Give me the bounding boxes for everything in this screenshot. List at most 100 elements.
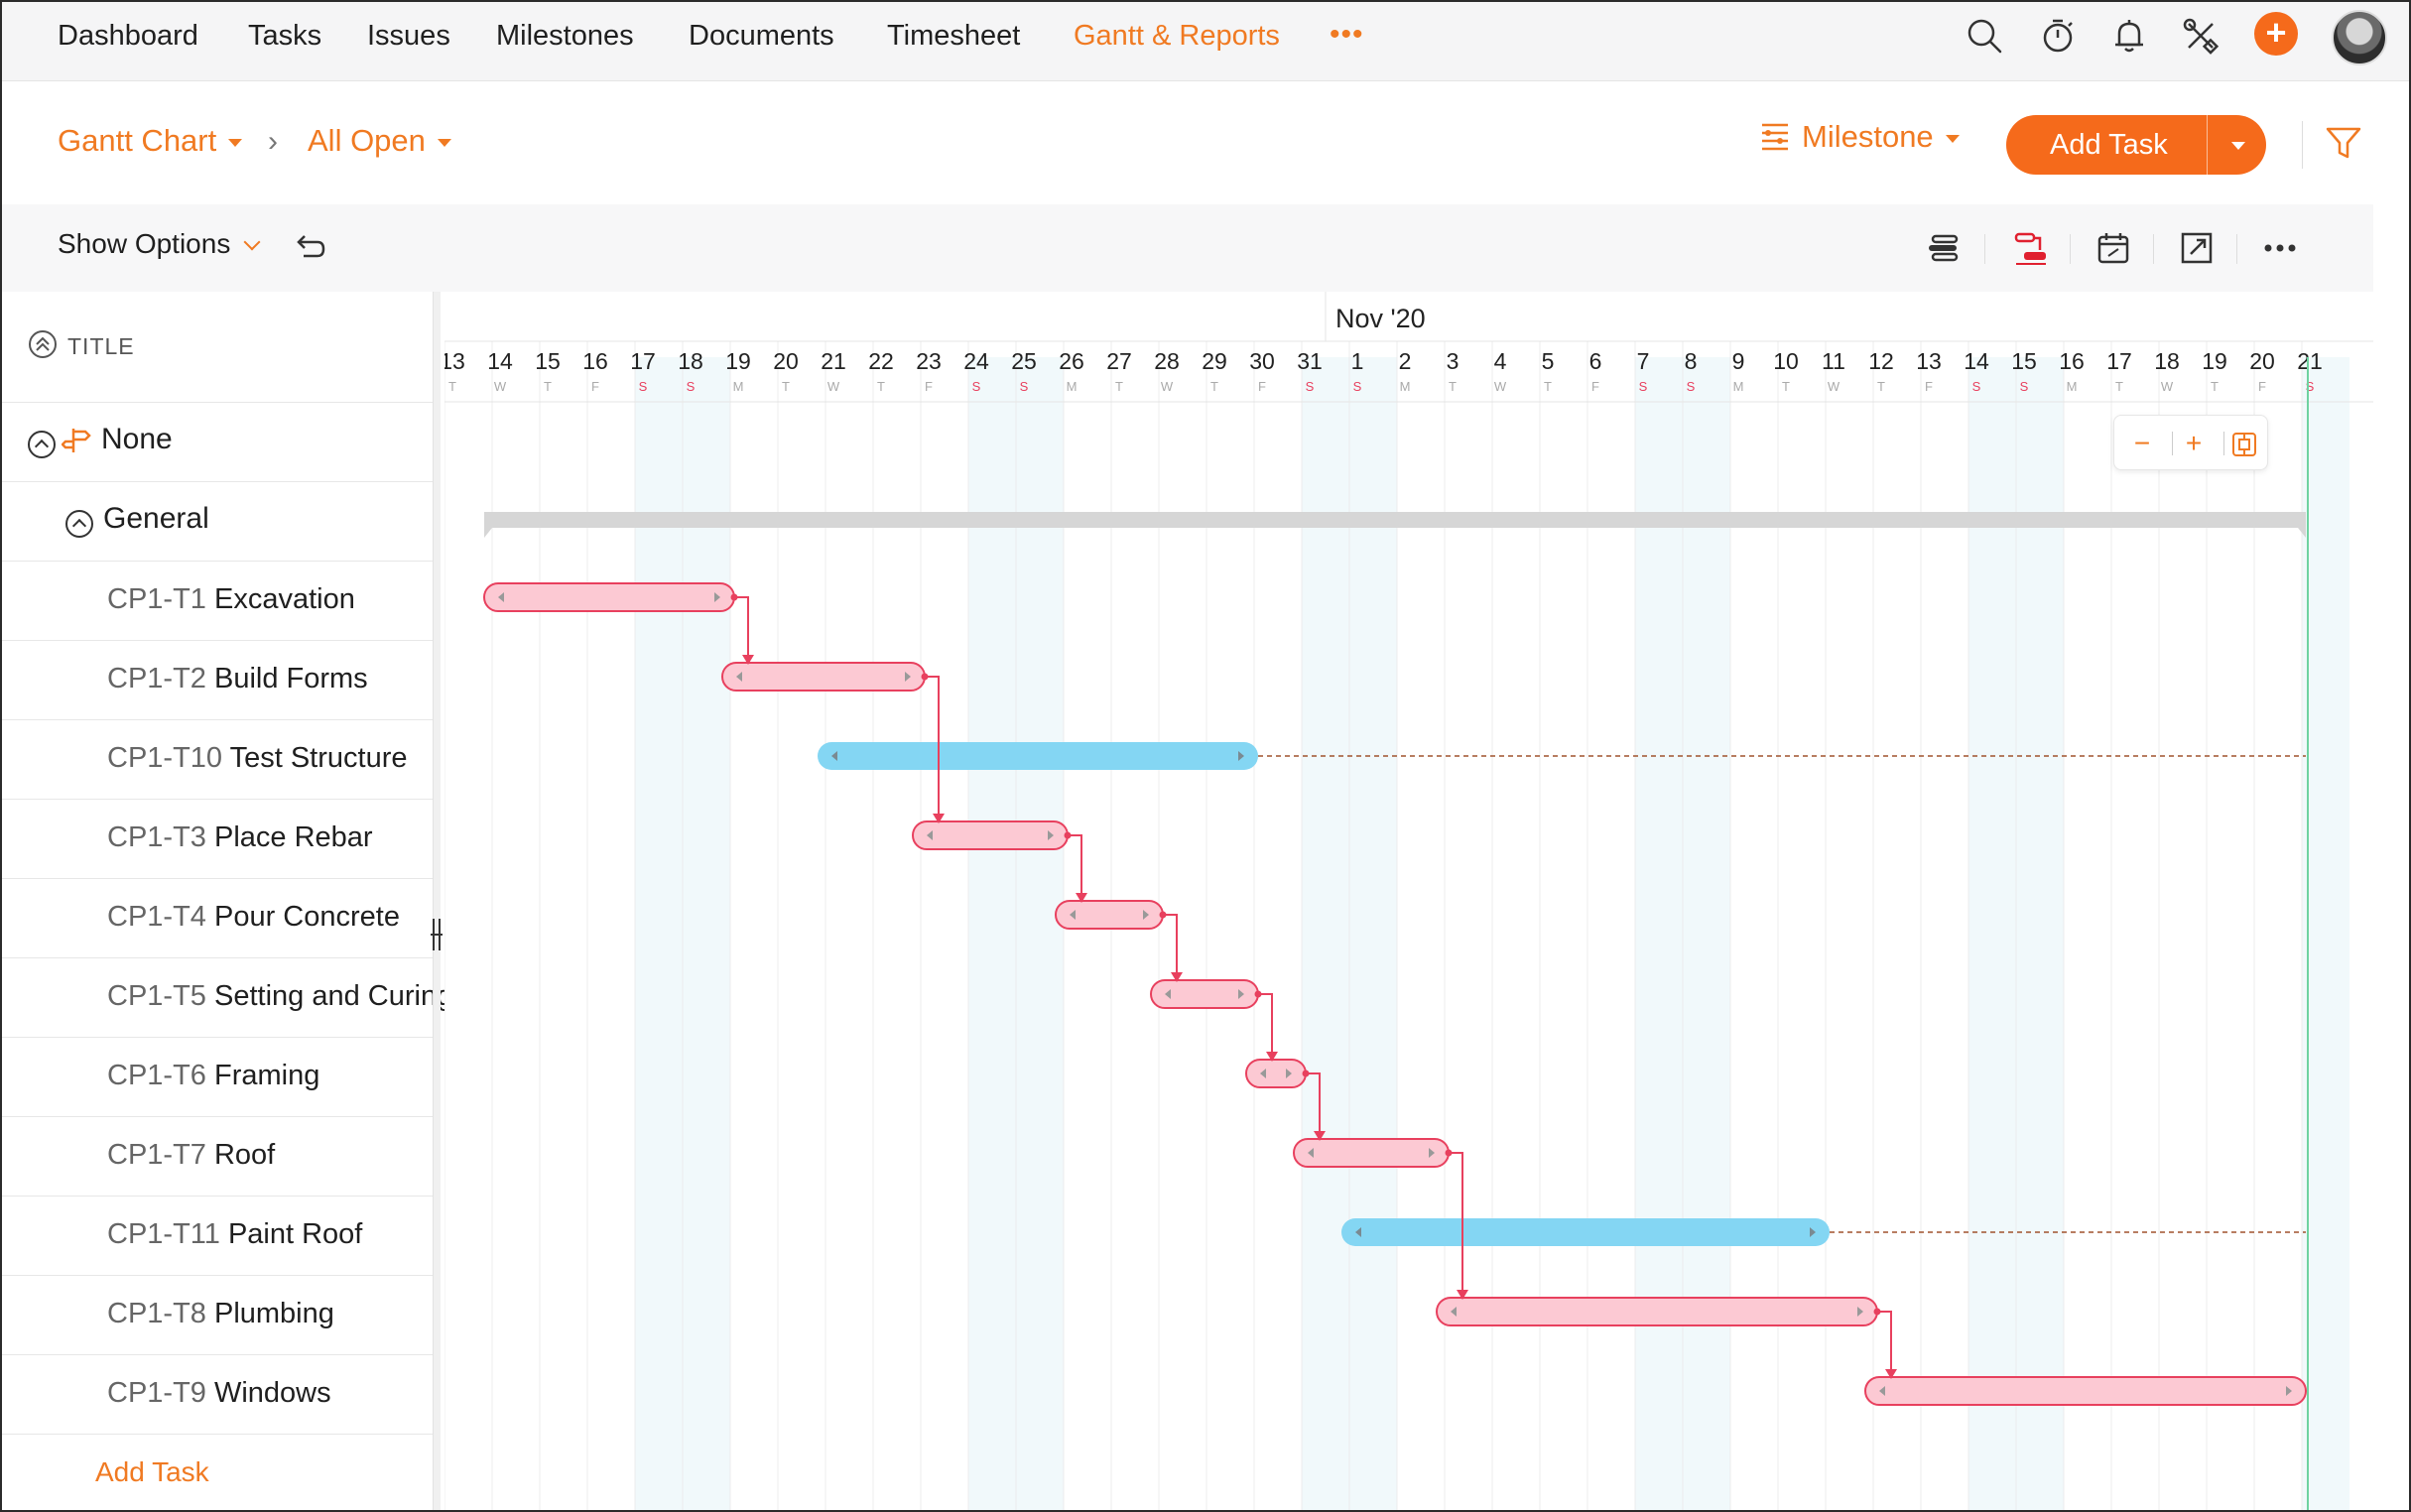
summary-bar [484, 512, 2306, 538]
resize-left-handle [831, 751, 837, 761]
day-number-label: 15 [535, 348, 561, 374]
nav-milestones[interactable]: Milestones [496, 20, 634, 52]
task-title[interactable]: CP1-T4 Pour Concrete [107, 901, 400, 934]
nav-documents[interactable]: Documents [689, 20, 834, 52]
month-label: Nov '20 [1335, 304, 1426, 333]
day-number-label: 14 [487, 348, 513, 374]
add-task-button[interactable]: Add Task [2006, 115, 2266, 175]
day-number-label: 17 [2106, 348, 2132, 374]
task-id: CP1-T1 [107, 583, 206, 615]
group-row-none[interactable]: None [2, 403, 435, 482]
resize-right-handle [1238, 751, 1244, 761]
resize-left-handle [1879, 1386, 1885, 1396]
calendar-icon[interactable] [2094, 228, 2133, 268]
filter-icon[interactable] [2324, 123, 2363, 163]
timer-icon[interactable] [2038, 16, 2078, 56]
task-row[interactable]: CP1-T3 Place Rebar [2, 800, 435, 879]
search-icon[interactable] [1965, 16, 2004, 56]
add-task-link[interactable]: Add Task [95, 1456, 209, 1487]
task-row[interactable]: CP1-T9 Windows [2, 1355, 435, 1435]
fit-to-screen-icon[interactable] [2231, 432, 2257, 457]
dependency-dot [1064, 831, 1072, 839]
collapse-subgroup-icon[interactable] [65, 510, 93, 538]
task-row[interactable]: CP1-T10 Test Structure [2, 720, 435, 800]
dependency-arrow [1457, 1290, 1468, 1300]
view-selector[interactable]: Gantt Chart [58, 123, 243, 159]
dependency-arrow [1171, 972, 1183, 982]
task-title[interactable]: CP1-T6 Framing [107, 1060, 319, 1092]
weekday-label: S [1353, 379, 1362, 394]
groupby-label: Milestone [1802, 119, 1934, 154]
nav-dashboard[interactable]: Dashboard [58, 20, 198, 52]
collapse-bars-icon[interactable] [1925, 228, 1965, 268]
dependency-dot [730, 593, 738, 601]
group-label: None [101, 423, 173, 455]
pane-splitter[interactable] [433, 292, 441, 1510]
more-options-icon[interactable] [2260, 228, 2300, 268]
zoom-in-button[interactable]: + [2185, 428, 2203, 458]
collapse-group-icon[interactable] [28, 431, 56, 458]
weekday-label: F [2258, 379, 2266, 394]
chevron-down-icon [243, 233, 261, 251]
task-row[interactable]: CP1-T7 Roof [2, 1117, 435, 1197]
task-title[interactable]: CP1-T3 Place Rebar [107, 821, 373, 854]
task-title[interactable]: CP1-T1 Excavation [107, 583, 355, 616]
resize-left-handle [1260, 1069, 1266, 1078]
show-options-button[interactable]: Show Options [58, 228, 261, 260]
nav-tasks[interactable]: Tasks [248, 20, 322, 52]
expand-icon[interactable] [2177, 228, 2217, 268]
avatar[interactable] [2332, 10, 2387, 65]
resize-handle-icon[interactable] [431, 915, 443, 954]
day-number-label: 16 [582, 348, 608, 374]
task-row[interactable]: CP1-T11 Paint Roof [2, 1197, 435, 1276]
undo-icon[interactable] [292, 230, 325, 264]
task-id: CP1-T2 [107, 663, 206, 694]
divider [2302, 121, 2303, 169]
bell-icon[interactable] [2109, 16, 2149, 56]
task-title[interactable]: CP1-T8 Plumbing [107, 1298, 334, 1330]
dependency-arrow [933, 814, 945, 823]
task-bar [721, 662, 926, 692]
dependency-line [1877, 1311, 1892, 1373]
task-title[interactable]: CP1-T10 Test Structure [107, 742, 408, 775]
task-row[interactable]: CP1-T1 Excavation [2, 562, 435, 641]
task-title[interactable]: CP1-T5 Setting and Curing [107, 980, 452, 1013]
task-title[interactable]: CP1-T11 Paint Roof [107, 1218, 362, 1251]
subgroup-row-general[interactable]: General [2, 482, 435, 562]
task-row[interactable]: CP1-T2 Build Forms [2, 641, 435, 720]
zoom-out-button[interactable]: − [2133, 428, 2151, 458]
tools-icon[interactable] [2181, 16, 2221, 56]
filter-selector[interactable]: All Open [308, 123, 451, 159]
dependency-arrow [1885, 1369, 1897, 1379]
task-row[interactable]: CP1-T4 Pour Concrete [2, 879, 435, 958]
weekday-label: S [2306, 379, 2315, 394]
weekday-label: T [1877, 379, 1885, 394]
day-number-label: 13 [444, 348, 465, 374]
day-number-label: 20 [2249, 348, 2275, 374]
divider [1984, 234, 1985, 264]
task-id: CP1-T6 [107, 1060, 206, 1091]
task-title[interactable]: CP1-T9 Windows [107, 1377, 331, 1410]
task-name: Place Rebar [213, 821, 373, 853]
add-task-dropdown-button[interactable] [2207, 115, 2266, 175]
divider [2070, 234, 2071, 264]
nav-more-icon[interactable]: ••• [1330, 18, 1364, 51]
task-id: CP1-T11 [107, 1218, 220, 1250]
task-row[interactable]: CP1-T5 Setting and Curing [2, 958, 452, 1038]
day-number-label: 10 [1773, 348, 1799, 374]
add-icon[interactable]: + [2254, 12, 2298, 56]
task-row[interactable]: CP1-T6 Framing [2, 1038, 435, 1117]
zoom-controls: − + [2113, 415, 2268, 470]
collapse-all-icon[interactable] [28, 329, 58, 359]
weekend-shade [1302, 357, 1349, 1510]
critical-path-icon[interactable] [2010, 228, 2050, 268]
groupby-selector[interactable]: Milestone [1758, 119, 1960, 155]
nav-timesheet[interactable]: Timesheet [887, 20, 1021, 52]
caret-down-icon [228, 138, 243, 147]
nav-gantt-reports[interactable]: Gantt & Reports [1074, 20, 1280, 52]
day-number-label: 21 [821, 348, 846, 374]
task-title[interactable]: CP1-T7 Roof [107, 1139, 275, 1172]
task-title[interactable]: CP1-T2 Build Forms [107, 663, 368, 695]
nav-issues[interactable]: Issues [367, 20, 450, 52]
task-row[interactable]: CP1-T8 Plumbing [2, 1276, 435, 1355]
